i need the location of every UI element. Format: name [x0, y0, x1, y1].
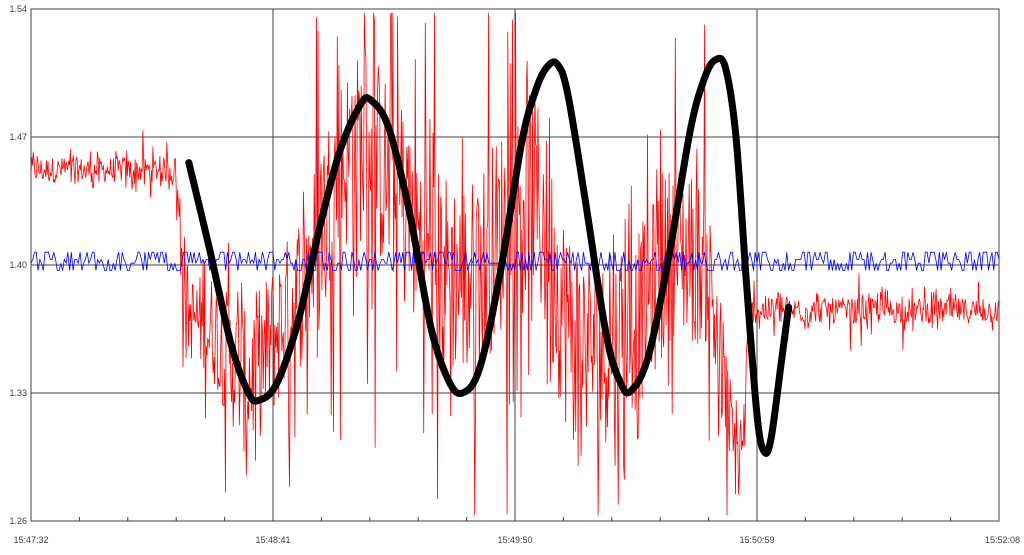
x-tick-label: 15:48:41 [255, 535, 290, 545]
y-tick-label: 1.47 [9, 132, 27, 142]
x-tick-label: 15:49:50 [497, 535, 532, 545]
series-layer [30, 12, 1000, 516]
x-tick-label: 15:50:59 [739, 535, 774, 545]
series-reference-line [30, 251, 1000, 271]
y-tick-labels: 1.54 1.47 1.40 1.33 1.26 [9, 4, 27, 526]
x-tick-labels: 15:47:32 15:48:41 15:49:50 15:50:59 15:52:08 [13, 535, 1020, 545]
y-tick-label: 1.54 [9, 4, 27, 14]
minor-ticks [30, 517, 952, 521]
y-tick-label: 1.26 [9, 516, 27, 526]
x-tick-label: 15:47:32 [13, 535, 48, 545]
y-tick-label: 1.40 [9, 260, 27, 270]
series-measured-line [30, 12, 999, 516]
x-tick-label: 15:52:08 [985, 535, 1020, 545]
y-tick-label: 1.33 [9, 388, 27, 398]
series-fit-line [185, 54, 793, 457]
